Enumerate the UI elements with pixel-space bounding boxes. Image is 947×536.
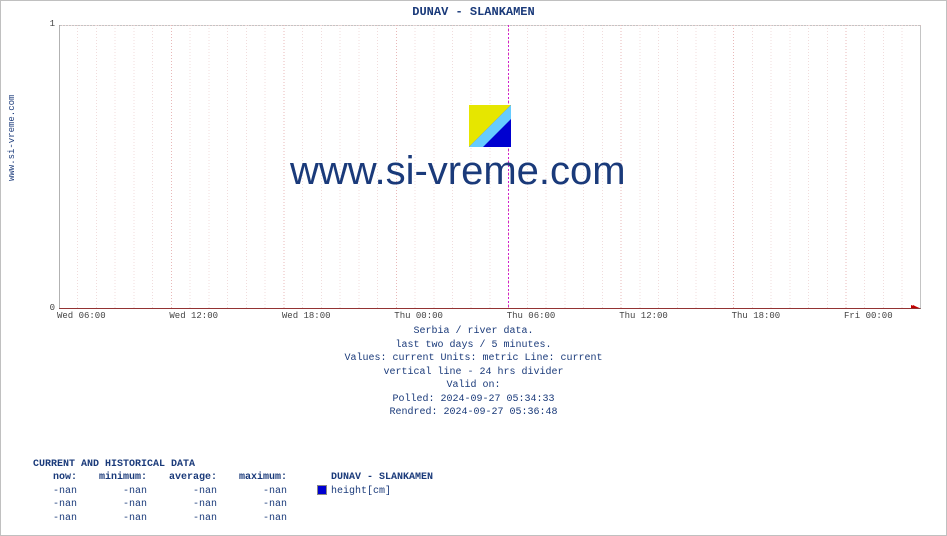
table-cell: -nan	[33, 498, 95, 512]
series-legend: height[cm]	[305, 485, 391, 499]
table-cell: -nan	[95, 512, 165, 526]
table-header-cell: maximum:	[235, 471, 305, 485]
table-header-cell: now:	[33, 471, 95, 485]
data-table-title: CURRENT AND HISTORICAL DATA	[33, 458, 433, 472]
table-cell: -nan	[33, 512, 95, 526]
caption-line: Polled: 2024-09-27 05:34:33	[1, 393, 946, 407]
table-cell: -nan	[165, 485, 235, 499]
caption-line: vertical line - 24 hrs divider	[1, 366, 946, 380]
data-table-header-row: now:minimum:average:maximum:DUNAV - SLAN…	[33, 471, 433, 485]
table-cell: -nan	[235, 498, 305, 512]
chart-plot-area: www.si-vreme.com	[59, 25, 921, 309]
table-cell: -nan	[165, 512, 235, 526]
caption-line: Rendred: 2024-09-27 05:36:48	[1, 406, 946, 420]
x-tick-label: Fri 00:00	[844, 311, 893, 321]
x-tick-label: Wed 12:00	[169, 311, 218, 321]
data-table-body: -nan-nan-nan-nanheight[cm]-nan-nan-nan-n…	[33, 485, 433, 526]
caption-line: Values: current Units: metric Line: curr…	[1, 352, 946, 366]
caption-line: Serbia / river data.	[1, 325, 946, 339]
table-row: -nan-nan-nan-nan	[33, 498, 433, 512]
y-tick-label: 1	[5, 19, 55, 29]
x-tick-label: Wed 06:00	[57, 311, 106, 321]
caption-line: Valid on:	[1, 379, 946, 393]
caption-line: last two days / 5 minutes.	[1, 339, 946, 353]
chart-svg	[59, 25, 921, 309]
table-cell: -nan	[33, 485, 95, 499]
table-cell: -nan	[165, 498, 235, 512]
table-cell: -nan	[95, 485, 165, 499]
table-header-cell: minimum:	[95, 471, 165, 485]
table-cell: -nan	[95, 498, 165, 512]
caption-block: Serbia / river data. last two days / 5 m…	[1, 325, 946, 420]
chart-title: DUNAV - SLANKAMEN	[1, 5, 946, 19]
y-tick-label: 0	[5, 303, 55, 313]
x-tick-label: Thu 12:00	[619, 311, 668, 321]
x-tick-label: Wed 18:00	[282, 311, 331, 321]
x-tick-label: Thu 18:00	[732, 311, 781, 321]
table-row: -nan-nan-nan-nan	[33, 512, 433, 526]
table-header-cell: average:	[165, 471, 235, 485]
x-tick-label: Thu 00:00	[394, 311, 443, 321]
data-table: CURRENT AND HISTORICAL DATA now:minimum:…	[33, 458, 433, 526]
table-row: -nan-nan-nan-nanheight[cm]	[33, 485, 433, 499]
legend-entry: DUNAV - SLANKAMEN	[305, 471, 433, 485]
table-cell: -nan	[235, 512, 305, 526]
table-cell: -nan	[235, 485, 305, 499]
y-axis-source-label: www.si-vreme.com	[7, 95, 17, 181]
x-tick-label: Thu 06:00	[507, 311, 556, 321]
